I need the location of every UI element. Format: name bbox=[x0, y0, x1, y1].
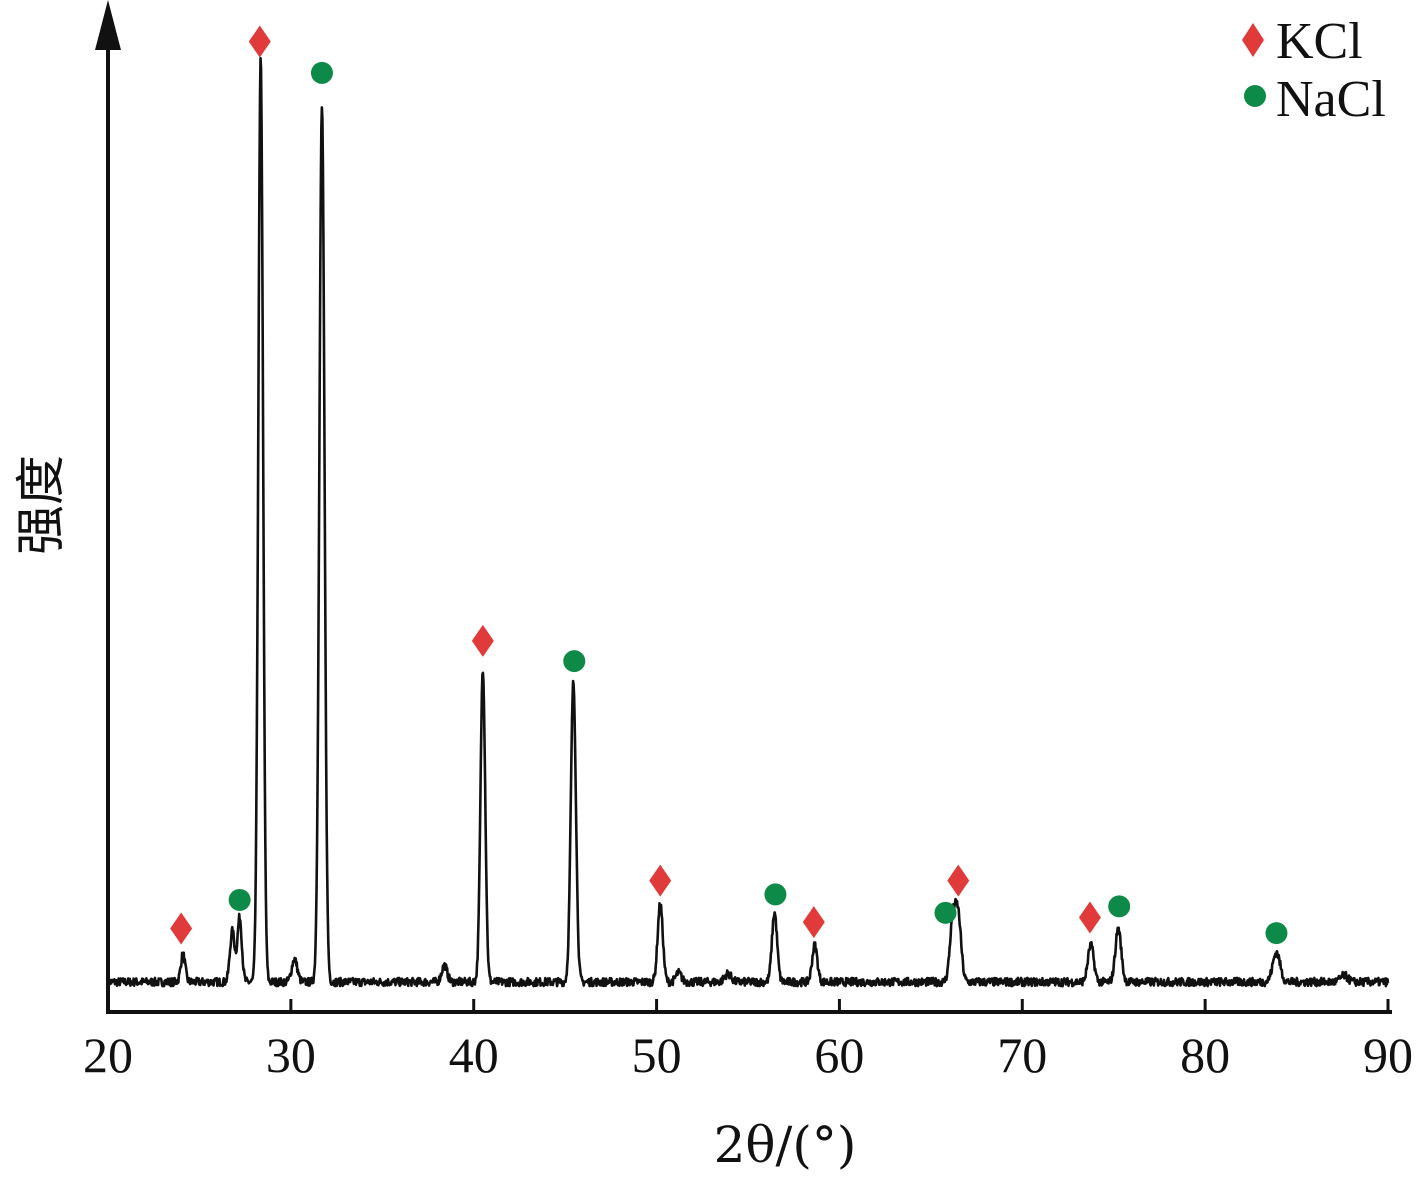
phase-markers bbox=[170, 25, 1288, 945]
kcl-marker-2 bbox=[248, 25, 271, 58]
x-tick-label-80: 80 bbox=[1180, 1027, 1230, 1083]
nacl-marker-7 bbox=[764, 883, 787, 906]
legend-nacl-circle-icon bbox=[1244, 85, 1266, 107]
nacl-marker-13 bbox=[1265, 922, 1288, 945]
nacl-marker-12 bbox=[1108, 895, 1131, 918]
kcl-marker-6 bbox=[649, 864, 672, 897]
legend-nacl-label: NaCl bbox=[1276, 71, 1386, 128]
x-tick-label-40: 40 bbox=[449, 1027, 499, 1083]
kcl-marker-10 bbox=[947, 864, 970, 897]
x-axis-title: 2θ/(°) bbox=[714, 1116, 857, 1174]
x-tick-label-70: 70 bbox=[997, 1027, 1047, 1083]
nacl-marker-1 bbox=[228, 888, 251, 911]
kcl-marker-4 bbox=[471, 624, 494, 657]
nacl-marker-3 bbox=[310, 61, 333, 84]
x-tick-labels: 20 30 40 50 60 70 80 90 bbox=[83, 1027, 1413, 1083]
kcl-marker-0 bbox=[170, 912, 193, 945]
legend-kcl-label: KCl bbox=[1276, 13, 1363, 70]
xrd-pattern-line bbox=[106, 56, 1390, 988]
nacl-marker-5 bbox=[563, 650, 586, 673]
x-tick-label-20: 20 bbox=[83, 1027, 133, 1083]
kcl-marker-11 bbox=[1078, 901, 1101, 934]
legend: KCl NaCl bbox=[1242, 13, 1386, 128]
nacl-marker-9 bbox=[934, 901, 957, 924]
x-tick-label-60: 60 bbox=[814, 1027, 864, 1083]
x-tick-label-30: 30 bbox=[266, 1027, 316, 1083]
legend-kcl-diamond-icon bbox=[1242, 23, 1264, 57]
x-tick-label-90: 90 bbox=[1363, 1027, 1413, 1083]
kcl-marker-8 bbox=[802, 906, 825, 939]
y-axis-title: 强度 bbox=[12, 455, 70, 555]
x-tick-label-50: 50 bbox=[632, 1027, 682, 1083]
axes bbox=[95, 0, 1392, 1014]
y-axis-arrowhead bbox=[95, 0, 121, 50]
x-ticks bbox=[106, 999, 1390, 1012]
